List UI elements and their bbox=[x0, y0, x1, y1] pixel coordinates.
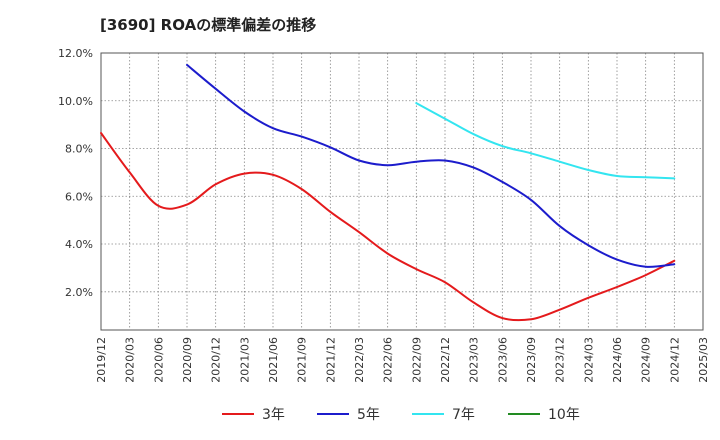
x-tick-label: 2021/12 bbox=[324, 337, 337, 383]
x-tick-label: 2019/12 bbox=[95, 337, 108, 383]
x-tick-label: 2023/09 bbox=[525, 337, 538, 383]
x-tick-label: 2021/09 bbox=[296, 337, 309, 383]
plot-frame bbox=[100, 52, 704, 331]
x-tick-label: 2020/09 bbox=[181, 337, 194, 383]
legend-label: 7年 bbox=[452, 407, 475, 423]
x-tick-label: 2020/12 bbox=[210, 337, 223, 383]
y-tick-label: 8.0% bbox=[65, 143, 93, 156]
series-line-0 bbox=[100, 132, 676, 322]
x-tick-label: 2022/12 bbox=[439, 337, 452, 383]
y-tick-label: 12.0% bbox=[58, 47, 93, 60]
x-tick-label: 2024/06 bbox=[611, 337, 624, 383]
x-tick-label: 2022/06 bbox=[382, 337, 395, 383]
x-tick-label: 2024/12 bbox=[668, 337, 681, 383]
x-tick-label: 2024/09 bbox=[640, 337, 653, 383]
legend-label: 3年 bbox=[262, 407, 285, 423]
plot-background bbox=[101, 53, 703, 330]
y-tick-label: 4.0% bbox=[65, 238, 93, 251]
x-tick-label: 2021/06 bbox=[267, 337, 280, 383]
legend-label: 5年 bbox=[357, 407, 380, 423]
x-tick-label: 2023/06 bbox=[496, 337, 509, 383]
y-tick-label: 6.0% bbox=[65, 190, 93, 203]
x-tick-label: 2023/12 bbox=[554, 337, 567, 383]
x-tick-label: 2025/03 bbox=[697, 337, 710, 383]
x-tick-label: 2023/03 bbox=[468, 337, 481, 383]
x-tick-label: 2020/06 bbox=[152, 337, 165, 383]
chart-title: [3690] ROAの標準偏差の推移 bbox=[100, 16, 317, 34]
x-tick-label: 2022/09 bbox=[410, 337, 423, 383]
y-tick-label: 10.0% bbox=[58, 95, 93, 108]
series-line-2 bbox=[415, 102, 676, 180]
y-tick-label: 2.0% bbox=[65, 286, 93, 299]
x-tick-label: 2024/03 bbox=[582, 337, 595, 383]
x-tick-label: 2020/03 bbox=[124, 337, 137, 383]
x-tick-label: 2022/03 bbox=[353, 337, 366, 383]
series-line-1 bbox=[186, 63, 676, 268]
legend-label: 10年 bbox=[548, 407, 580, 423]
x-tick-label: 2021/03 bbox=[238, 337, 251, 383]
